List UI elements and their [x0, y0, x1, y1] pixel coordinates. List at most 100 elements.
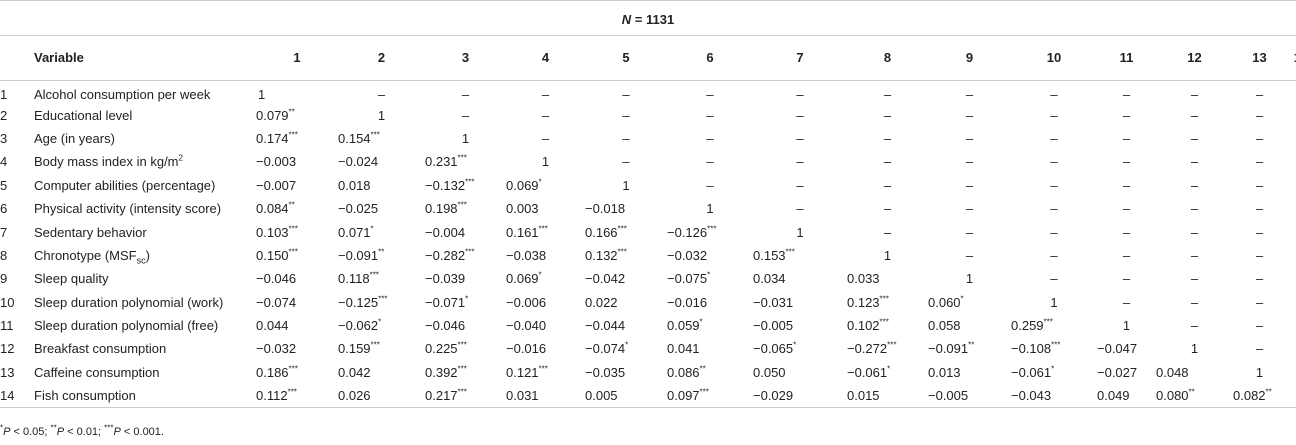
cell-r4-c12: –	[1190, 154, 1199, 170]
cell-r11-c11: 1	[1122, 318, 1131, 334]
header-col-3: 3	[425, 36, 506, 81]
cell-r10-c10: 1	[1050, 294, 1058, 310]
cell-r6-c8: –	[883, 201, 892, 217]
header-col-11: 11	[1097, 36, 1156, 81]
table-row: 9 Sleep quality −0.046 0.118*** −0.039 0.069*…	[0, 267, 1296, 290]
cell-r2-c13: –	[1255, 107, 1264, 123]
cell-r3-c10: –	[1050, 130, 1058, 146]
cell-r8-c7: 0.153***	[753, 247, 795, 263]
cell-r12-c6: 0.041	[667, 341, 700, 357]
header-col-13: 13	[1233, 36, 1286, 81]
cell-r4-c13: –	[1255, 154, 1264, 170]
cell-r6-c1: 0.084**	[256, 200, 295, 217]
cell-r1-c2: –	[377, 87, 386, 103]
cell-r13-c7: 0.050	[753, 364, 786, 380]
cell-r7-c4: 0.161***	[506, 224, 548, 240]
cell-r2-c8: –	[883, 107, 892, 123]
row-index: 11	[0, 318, 14, 334]
header-col-10: 10	[1011, 36, 1097, 81]
cell-r11-c3: −0.046	[425, 318, 466, 334]
cell-r5-c3: −0.132***	[425, 177, 475, 193]
cell-r8-c11: –	[1122, 247, 1131, 263]
cell-r14-c3: 0.217***	[425, 384, 506, 408]
row-index: 10	[0, 294, 15, 310]
cell-r10-c12: –	[1190, 294, 1199, 310]
cell-r11-c9: 0.058	[928, 318, 961, 334]
cell-r12-c7: −0.065*	[753, 341, 797, 357]
cell-r10-c3: −0.071*	[425, 294, 469, 310]
row-variable: Sleep quality	[34, 271, 109, 287]
table-row: 3 Age (in years) 0.174*** 0.154*** 1 – – – – – – – –…	[0, 127, 1296, 150]
cell-r4-c11: –	[1122, 154, 1131, 170]
cell-r8-c2: −0.091**	[338, 247, 385, 263]
cell-r6-c12: –	[1190, 201, 1199, 217]
cell-r8-c3: −0.282***	[425, 247, 475, 263]
cell-r6-c14: -	[1286, 197, 1296, 220]
cell-r7-c3: −0.004	[425, 224, 466, 240]
row-index: 5	[0, 177, 8, 193]
header-col-5: 5	[585, 36, 667, 81]
cell-r12-c5: −0.074*	[585, 341, 629, 357]
cell-r8-c13: –	[1255, 247, 1264, 263]
cell-r3-c4: –	[541, 130, 550, 146]
header-col-9: 9	[928, 36, 1011, 81]
table-row: 11 Sleep duration polynomial (free) 0.044 −…	[0, 314, 1296, 337]
table-row: 1 Alcohol consumption per week 1 – – – – – – – – – –…	[0, 80, 1296, 103]
cell-r9-c3: −0.039	[425, 271, 466, 287]
cell-r10-c4: −0.006	[506, 294, 547, 310]
cell-r13-c11: −0.027	[1097, 364, 1138, 380]
cell-r14-c10: −0.043	[1011, 384, 1097, 408]
cell-r8-c4: −0.038	[506, 247, 547, 263]
cell-r14-c9: −0.005	[928, 384, 1011, 408]
row-index: 14	[0, 384, 34, 408]
row-index: 9	[0, 271, 8, 287]
cell-r9-c12: –	[1190, 271, 1199, 287]
cell-r5-c13: –	[1255, 177, 1264, 193]
row-variable: Educational level	[34, 107, 133, 123]
cell-r8-c14: –	[1286, 244, 1296, 267]
cell-r2-c2: 1	[377, 107, 386, 123]
header-col-14: 14	[1286, 36, 1296, 81]
cell-r1-c11: –	[1122, 87, 1131, 103]
cell-r12-c4: −0.016	[506, 341, 547, 357]
cell-r13-c6: 0.086**	[667, 364, 706, 380]
cell-r7-c5: 0.166***	[585, 224, 627, 240]
row-variable: Computer abilities (percentage)	[34, 177, 216, 193]
cell-r10-c6: −0.016	[667, 294, 708, 310]
cell-r10-c13: –	[1255, 294, 1264, 310]
cell-r14-c6: 0.097***	[667, 384, 753, 408]
row-index: 4	[0, 154, 8, 170]
header-col-12: 12	[1156, 36, 1233, 81]
cell-r3-c6: –	[706, 130, 714, 146]
cell-r14-c11: 0.049	[1097, 384, 1156, 408]
cell-r13-c3: 0.392***	[425, 364, 467, 380]
cell-r5-c8: –	[883, 177, 892, 193]
cell-r5-c2: 0.018	[338, 177, 371, 193]
table-row: 6 Physical activity (intensity score) 0.08…	[0, 197, 1296, 220]
cell-r14-c2: 0.026	[338, 384, 425, 408]
cell-r1-c14: –	[1286, 80, 1296, 103]
table-footnote: *P < 0.05; **P < 0.01; ***P < 0.001.	[0, 423, 164, 438]
header-divider	[0, 35, 1296, 36]
cell-r2-c3: –	[461, 107, 470, 123]
cell-r11-c2: −0.062*	[338, 317, 382, 334]
cell-r10-c5: 0.022	[585, 294, 618, 310]
cell-r14-c4: 0.031	[506, 384, 585, 408]
cell-r1-c10: –	[1050, 87, 1058, 103]
cell-r3-c2: 0.154***	[338, 130, 380, 146]
cell-r3-c14: –	[1286, 127, 1296, 150]
row-index: 1	[0, 87, 8, 103]
cell-r6-c13: –	[1255, 201, 1264, 217]
cell-r14-c8: 0.015	[847, 384, 928, 408]
cell-r3-c5: –	[622, 130, 630, 146]
cell-r2-c12: –	[1190, 107, 1199, 123]
cell-r6-c9: –	[965, 201, 974, 217]
cell-r12-c9: −0.091**	[928, 341, 975, 357]
cell-r12-c11: −0.047	[1097, 341, 1138, 357]
cell-r14-c13: 0.082**	[1233, 384, 1286, 408]
cell-r14-c5: 0.005	[585, 384, 667, 408]
header-col-6: 6	[667, 36, 753, 81]
cell-r5-c10: –	[1050, 177, 1058, 193]
cell-r9-c2: 0.118***	[338, 270, 379, 287]
cell-r11-c12: –	[1190, 318, 1199, 334]
